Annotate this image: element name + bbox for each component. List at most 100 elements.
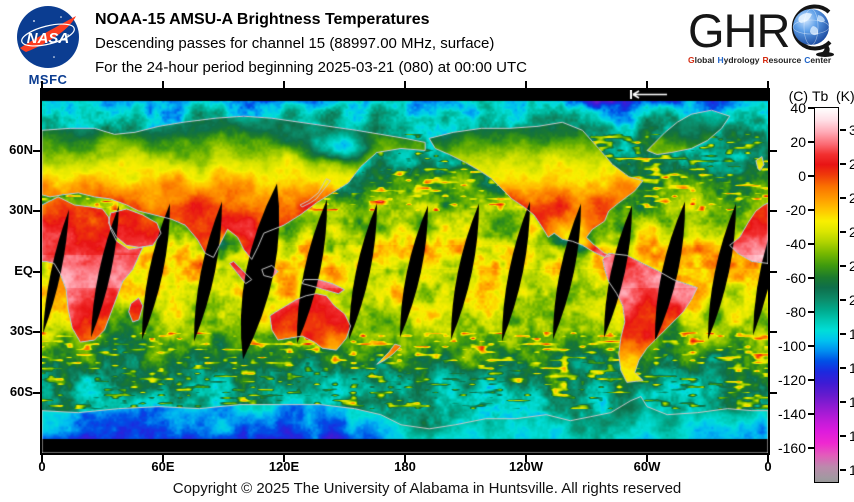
lon-tick-label: 120W	[509, 459, 543, 474]
lon-tick-label: 0	[764, 459, 772, 474]
ghrc-tagline-word: Center	[804, 55, 832, 65]
lat-tick-left	[33, 331, 40, 333]
celsius-tick-label: -160	[777, 440, 806, 456]
ghrc-globe-icon	[792, 4, 835, 57]
lon-tick-label: 0	[38, 459, 46, 474]
kelvin-tick-label: 180	[849, 326, 854, 343]
lat-tick-left	[33, 270, 40, 273]
celsius-tick-label: -60	[785, 270, 806, 286]
celsius-tick	[808, 243, 814, 245]
ghrc-tagline-word: Global	[688, 55, 715, 65]
celsius-tick-label: -100	[777, 338, 806, 354]
msfc-label: MSFC	[28, 72, 68, 87]
kelvin-tick	[840, 367, 846, 370]
lat-tick-left	[33, 149, 40, 152]
ghrc-tagline: Global Hydrology Resource Center	[688, 55, 850, 65]
lon-tick-label: 180	[394, 459, 416, 474]
lat-tick-label: 60S	[9, 383, 33, 399]
kelvin-tick-label: 240	[849, 224, 854, 241]
lat-tick-label: 30N	[9, 202, 33, 217]
ghrc-logo[interactable]: GHR Global Hydrology Resource Center	[688, 4, 850, 65]
lon-tick-bottom	[162, 455, 164, 462]
lon-tick-bottom	[646, 455, 648, 462]
lon-tick-label: 60E	[151, 459, 175, 474]
celsius-tick-label: -40	[785, 236, 806, 252]
svg-text:NASA: NASA	[27, 30, 70, 47]
celsius-tick-label: 20	[790, 134, 806, 150]
kelvin-tick-label: 100	[849, 462, 854, 479]
kelvin-tick-label: 280	[849, 156, 854, 173]
lon-tick-top	[767, 81, 769, 88]
lat-tick-right	[770, 210, 777, 212]
lon-tick-top	[404, 81, 406, 88]
lat-tick-right	[770, 270, 777, 273]
lat-tick-right	[770, 149, 777, 152]
lat-tick-right	[770, 391, 777, 394]
lon-tick-label: 120E	[268, 459, 300, 474]
ghrc-acronym: GHR	[688, 4, 790, 57]
lon-tick-bottom	[283, 455, 285, 462]
kelvin-tick	[840, 435, 846, 438]
copyright: Copyright © 2025 The University of Alaba…	[172, 480, 682, 497]
celsius-tick	[808, 209, 814, 211]
lat-tick-label: EQ	[14, 262, 33, 278]
kelvin-tick	[840, 299, 846, 302]
celsius-tick	[808, 345, 814, 347]
celsius-tick	[808, 175, 814, 177]
celsius-tick	[808, 277, 814, 279]
kelvin-tick-label: 160	[849, 360, 854, 377]
kelvin-tick-label: 140	[849, 394, 854, 411]
subtitle-channel: Descending passes for channel 15 (88997.…	[95, 35, 495, 52]
celsius-tick	[808, 413, 814, 415]
kelvin-tick-label: 260	[849, 190, 854, 207]
kelvin-tick-label: 220	[849, 258, 854, 275]
kelvin-tick	[840, 401, 846, 404]
celsius-tick-label: 40	[790, 100, 806, 116]
lon-tick-top	[41, 81, 43, 88]
kelvin-tick	[840, 333, 846, 336]
lon-tick-bottom	[41, 455, 43, 462]
page-title: NOAA-15 AMSU-A Brightness Temperatures	[95, 11, 430, 28]
nasa-logo[interactable]: NASA MSFC	[12, 5, 84, 87]
lon-tick-top	[525, 81, 527, 88]
nasa-meatball-icon: NASA	[17, 6, 79, 68]
lat-tick-right	[770, 331, 777, 333]
celsius-tick	[808, 447, 814, 449]
lon-tick-top	[283, 81, 285, 88]
colorbar-header-kelvin: (K)	[836, 88, 854, 104]
celsius-tick	[808, 107, 814, 109]
lat-tick-label: 30S	[9, 323, 33, 338]
ghrc-tagline-word: Hydrology	[717, 55, 760, 65]
kelvin-tick	[840, 129, 846, 132]
kelvin-tick	[840, 469, 846, 472]
celsius-tick-label: -140	[777, 406, 806, 422]
ghrc-logo-row: GHR	[688, 4, 850, 58]
kelvin-tick	[840, 163, 846, 166]
celsius-tick-label: -20	[785, 202, 806, 218]
lon-tick-label: 60W	[633, 459, 661, 474]
celsius-tick	[808, 141, 814, 143]
map-canvas	[42, 90, 768, 453]
colorbar-header-celsius: (C)	[788, 88, 808, 104]
lon-tick-bottom	[404, 455, 406, 462]
kelvin-tick	[840, 197, 846, 200]
lon-tick-top	[162, 81, 164, 88]
kelvin-tick-label: 200	[849, 292, 854, 309]
celsius-tick-label: -120	[777, 372, 806, 388]
celsius-tick-label: -80	[785, 304, 806, 320]
subtitle-period: For the 24-hour period beginning 2025-03…	[95, 59, 527, 76]
lat-tick-left	[33, 391, 40, 394]
title-block: NOAA-15 AMSU-A Brightness Temperatures D…	[95, 8, 527, 80]
kelvin-tick-label: 300	[849, 122, 854, 139]
colorbar-header-tb: Tb	[812, 88, 829, 104]
kelvin-tick-label: 120	[849, 428, 854, 445]
lon-tick-bottom	[767, 455, 769, 462]
kelvin-tick	[840, 265, 846, 268]
lon-tick-top	[646, 81, 648, 88]
map-frame	[40, 88, 770, 455]
lat-tick-label: 60N	[9, 141, 33, 157]
ghrc-tagline-word: Resource	[762, 55, 802, 65]
celsius-tick-label: 0	[798, 168, 806, 184]
celsius-tick	[808, 379, 814, 381]
